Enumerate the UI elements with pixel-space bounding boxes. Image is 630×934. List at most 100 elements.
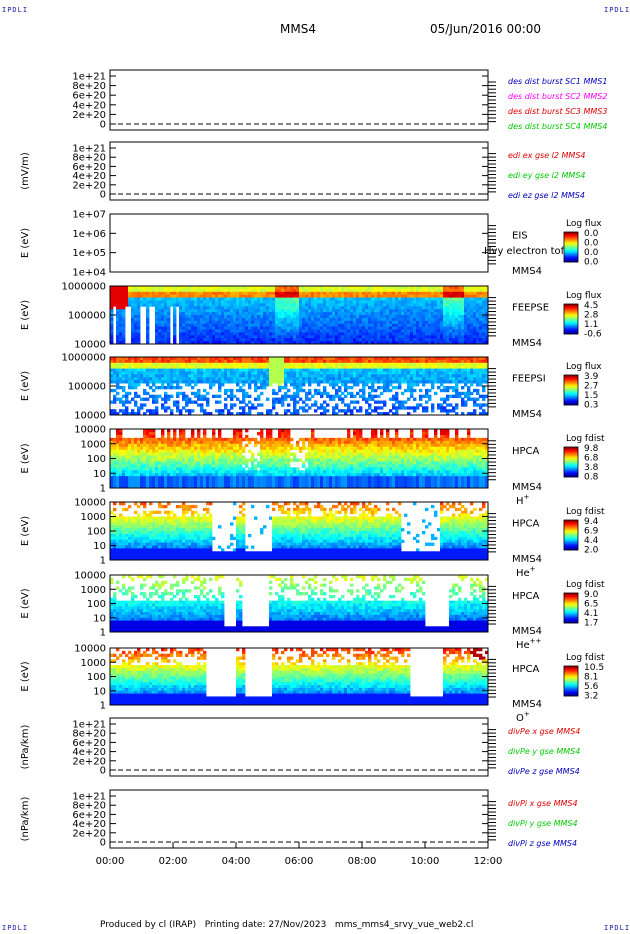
spectrogram-cell [431,309,435,313]
spectrogram-cell [200,300,204,304]
spectrogram-cell [236,317,240,322]
spectrogram-cell [476,323,480,327]
spectrogram-cell [167,291,171,296]
spectrogram-cell [293,383,297,387]
spectrogram-cell [146,374,150,378]
spectrogram-cell [467,332,471,336]
spectrogram-cell [215,323,219,327]
spectrogram-cell [173,317,177,322]
spectrogram-cell [419,368,423,372]
spectrogram-cell [440,294,444,298]
spectrogram-cell [158,467,162,471]
spectrogram-cell [437,380,441,384]
spectrogram-cell [179,386,183,390]
spectrogram-cell [482,377,486,381]
spectrogram-cell [254,383,258,387]
spectrogram-cell [458,341,462,345]
spectrogram-cell [215,359,219,364]
spectrogram-cell [332,362,336,367]
spectrogram-cell [227,323,231,327]
spectrogram-cell [215,374,219,378]
spectrogram-cell [296,332,300,336]
spectrogram-cell [377,357,381,361]
spectrogram-cell [230,362,234,367]
spectrogram-cell [410,335,414,339]
spectrogram-cell [134,412,138,416]
spectrogram-cell [134,437,138,442]
colorbar-segment [564,241,578,244]
spectrogram-cell [278,380,282,384]
spectrogram-cell [386,312,390,316]
spectrogram-cell [290,297,294,301]
spectrogram-cell [449,374,453,378]
spectrogram-cell [308,374,312,378]
spectrogram-cell [416,291,420,296]
spectrogram-cell [362,297,366,301]
spectrogram-cell [281,365,285,369]
spectrogram-cell [170,446,174,451]
spectrogram-cell [332,386,336,390]
spectrogram-cell [242,409,246,413]
spectrogram-cell [272,400,276,404]
spectrogram-cell [185,371,189,375]
spectrogram-cell [119,365,123,369]
spectrogram-cell [116,338,120,342]
spectrogram-cell [290,394,294,398]
spectrogram-cell [221,297,225,301]
spectrogram-cell [395,400,399,404]
spectrogram-cell [200,320,204,325]
spectrogram-cell [170,437,174,442]
spectrogram-cell [293,359,297,364]
spectrogram-cell [149,437,153,442]
spectrogram-cell [473,403,477,407]
spectrogram-cell [248,303,252,307]
spectrogram-cell [146,317,150,322]
spectrogram-cell [485,315,489,319]
spectrogram-cell [155,397,159,401]
y-tick-label: 4e+20 [72,171,106,182]
spectrogram-cell [320,403,324,407]
spectrogram-cell [242,297,246,301]
spectrogram-cell [179,482,183,486]
spectrogram-cell [374,357,378,361]
spectrogram-cell [179,341,183,345]
spectrogram-cell [158,362,162,367]
spectrogram-cell [233,300,237,304]
spectrogram-cell [482,323,486,327]
spectrogram-cell [131,452,135,456]
spectrogram-cell [110,329,114,333]
spectrogram-cell [461,380,465,384]
spectrogram-cell [143,300,147,304]
spectrogram-cell [482,303,486,307]
spectrogram-cell [296,365,300,369]
spectrogram-cell [263,383,267,387]
spectrogram-cell [137,341,141,345]
spectrogram-cell [413,359,417,364]
spectrogram-cell [146,371,150,375]
spectrogram-cell [458,329,462,333]
spectrogram-cell [176,403,180,407]
spectrogram-cell [164,320,168,325]
spectrogram-cell [335,291,339,296]
spectrogram-cell [113,443,117,448]
spectrogram-cell [152,458,156,462]
spectrogram-cell [341,303,345,307]
spectrogram-cell [254,338,258,342]
spectrogram-cell [122,371,126,375]
spectrogram-cell [482,362,486,367]
spectrogram-cell [284,335,288,339]
spectrogram-cell [296,362,300,367]
spectrogram-cell [179,357,183,361]
spectrogram-cell [317,294,321,298]
spectrogram-cell [431,386,435,390]
spectrogram-cell [326,297,330,301]
spectrogram-cell [380,391,384,396]
spectrogram-cell [350,371,354,375]
spectrogram-cell [125,409,129,413]
spectrogram-cell [110,368,114,372]
spectrogram-cell [482,412,486,416]
spectrogram-cell [440,377,444,381]
spectrogram-cell [113,359,117,364]
spectrogram-cell [188,300,192,304]
spectrogram-cell [287,312,291,316]
